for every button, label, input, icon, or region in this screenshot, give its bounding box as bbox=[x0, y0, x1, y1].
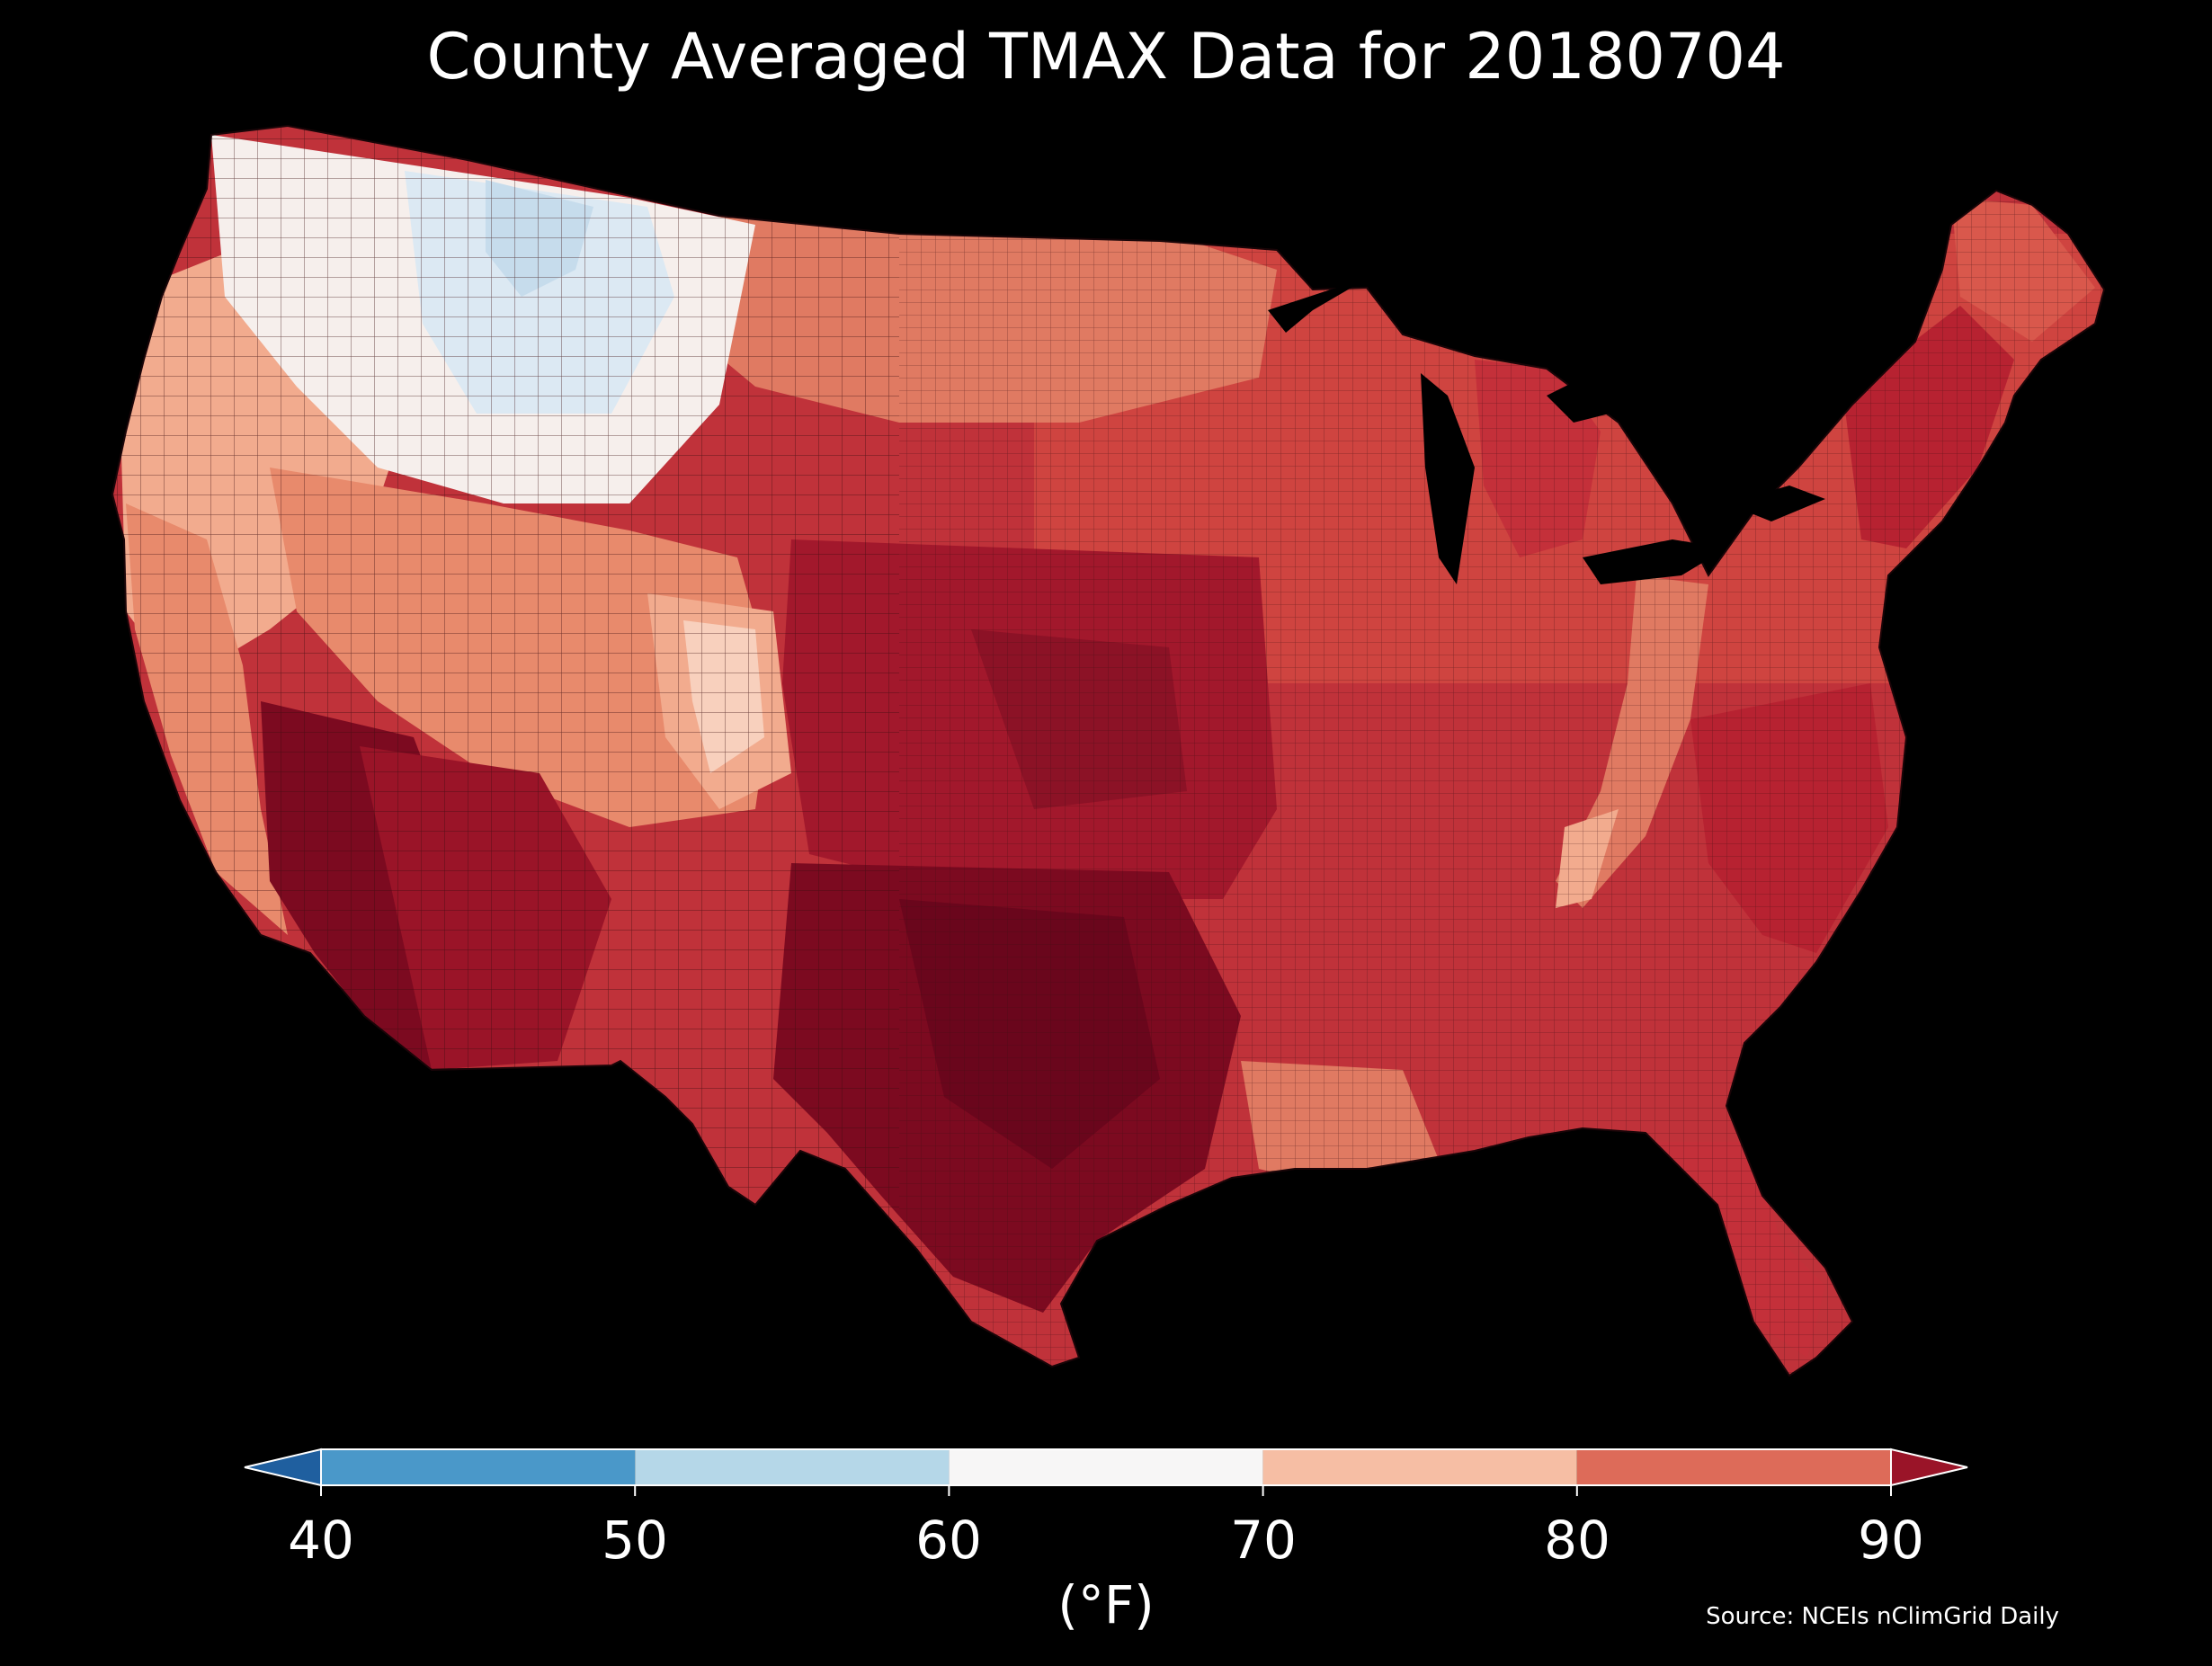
colorbar-bin-40-50 bbox=[321, 1449, 636, 1485]
colorbar-units-label: (°F) bbox=[1057, 1574, 1155, 1635]
colorbar-bin-60-70 bbox=[949, 1449, 1263, 1485]
source-note: Source: NCEIs nClimGrid Daily bbox=[1706, 1603, 2059, 1630]
colorbar-tick-70: 70 bbox=[1230, 1510, 1297, 1571]
colorbar-bin-50-60 bbox=[635, 1449, 950, 1485]
colorbar-bin-80-90 bbox=[1576, 1449, 1891, 1485]
great-lakes bbox=[1268, 279, 1825, 584]
colorbar-tick-80: 80 bbox=[1544, 1510, 1610, 1571]
colorbar-over-extension bbox=[1890, 1448, 1968, 1487]
colorbar-tick-90: 90 bbox=[1858, 1510, 1924, 1571]
map-title: County Averaged TMAX Data for 20180704 bbox=[426, 20, 1786, 94]
colorbar-under-extension bbox=[244, 1448, 322, 1487]
colorbar-bin-70-80 bbox=[1262, 1449, 1577, 1485]
colorbar-frame bbox=[320, 1448, 1892, 1486]
colorbar-tick-40: 40 bbox=[288, 1510, 354, 1571]
colorbar-tick-60: 60 bbox=[915, 1510, 982, 1571]
colorbar-tick-50: 50 bbox=[602, 1510, 668, 1571]
colorbar bbox=[244, 1448, 1968, 1496]
